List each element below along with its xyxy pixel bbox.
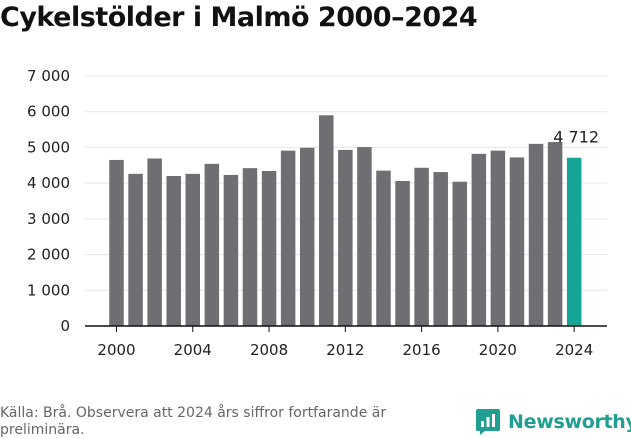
bar-2011 [319, 115, 334, 327]
y-tick-label: 1 000 [27, 281, 70, 299]
bar-2001 [128, 173, 143, 326]
chart-title: Cykelstölder i Malmö 2000–2024 [0, 2, 478, 33]
bar-2017 [433, 172, 448, 326]
bar-2013 [357, 147, 372, 326]
bars [109, 115, 582, 327]
bar-2004 [185, 173, 201, 326]
bar-chart: 0 1 000 2 000 3 000 4 000 5 000 6 000 7 000 200… [27, 67, 607, 359]
bar-2021 [509, 157, 525, 326]
x-tick-label: 2016 [403, 341, 441, 359]
y-tick-label: 3 000 [27, 210, 70, 228]
bar-2003 [166, 176, 181, 326]
x-tick-label: 2000 [97, 341, 135, 359]
x-tick-label: 2020 [479, 341, 517, 359]
bar-2007 [242, 168, 258, 326]
y-tick-label: 6 000 [27, 103, 70, 121]
bar-2009 [280, 150, 296, 326]
bar-2015 [395, 181, 410, 326]
bar-2016 [414, 167, 429, 326]
bar-2008 [261, 171, 277, 326]
bar-2012 [338, 149, 353, 326]
y-tick-label: 7 000 [27, 67, 70, 85]
bar-2002 [147, 158, 162, 326]
newsworthy-logo-text: Newsworthy [508, 411, 631, 433]
bar-2005 [204, 163, 220, 326]
value-label-2024: 4 712 [553, 128, 599, 147]
source-note: Källa: Brå. Observera att 2024 års siffr… [0, 405, 387, 438]
newsworthy-logo-icon [476, 409, 500, 435]
bar-2018 [452, 181, 468, 326]
x-tick-label: 2012 [326, 341, 364, 359]
bar-2019 [471, 153, 487, 326]
x-tick-label: 2008 [250, 341, 288, 359]
y-tick-label: 0 [60, 317, 70, 335]
bar-2023 [547, 142, 563, 326]
y-tick-label: 5 000 [27, 138, 70, 156]
bar-2020 [490, 150, 506, 326]
x-axis: 2000 2004 2008 2012 2016 2020 2024 [85, 325, 607, 359]
y-tick-label: 4 000 [27, 174, 70, 192]
bar-2014 [376, 170, 391, 326]
y-tick-label: 2 000 [27, 246, 70, 264]
y-axis-labels: 0 1 000 2 000 3 000 4 000 5 000 6 000 7 000 [27, 67, 70, 335]
x-tick-label: 2024 [555, 341, 593, 359]
x-tick-label: 2004 [174, 341, 212, 359]
bar-2022 [528, 143, 544, 326]
bar-2000 [109, 159, 124, 326]
bar-2006 [223, 174, 239, 326]
newsworthy-logo: Newsworthy [476, 407, 631, 437]
bar-2024 [566, 157, 582, 326]
bar-2010 [299, 147, 315, 326]
annotations: 4 712 [553, 128, 599, 147]
